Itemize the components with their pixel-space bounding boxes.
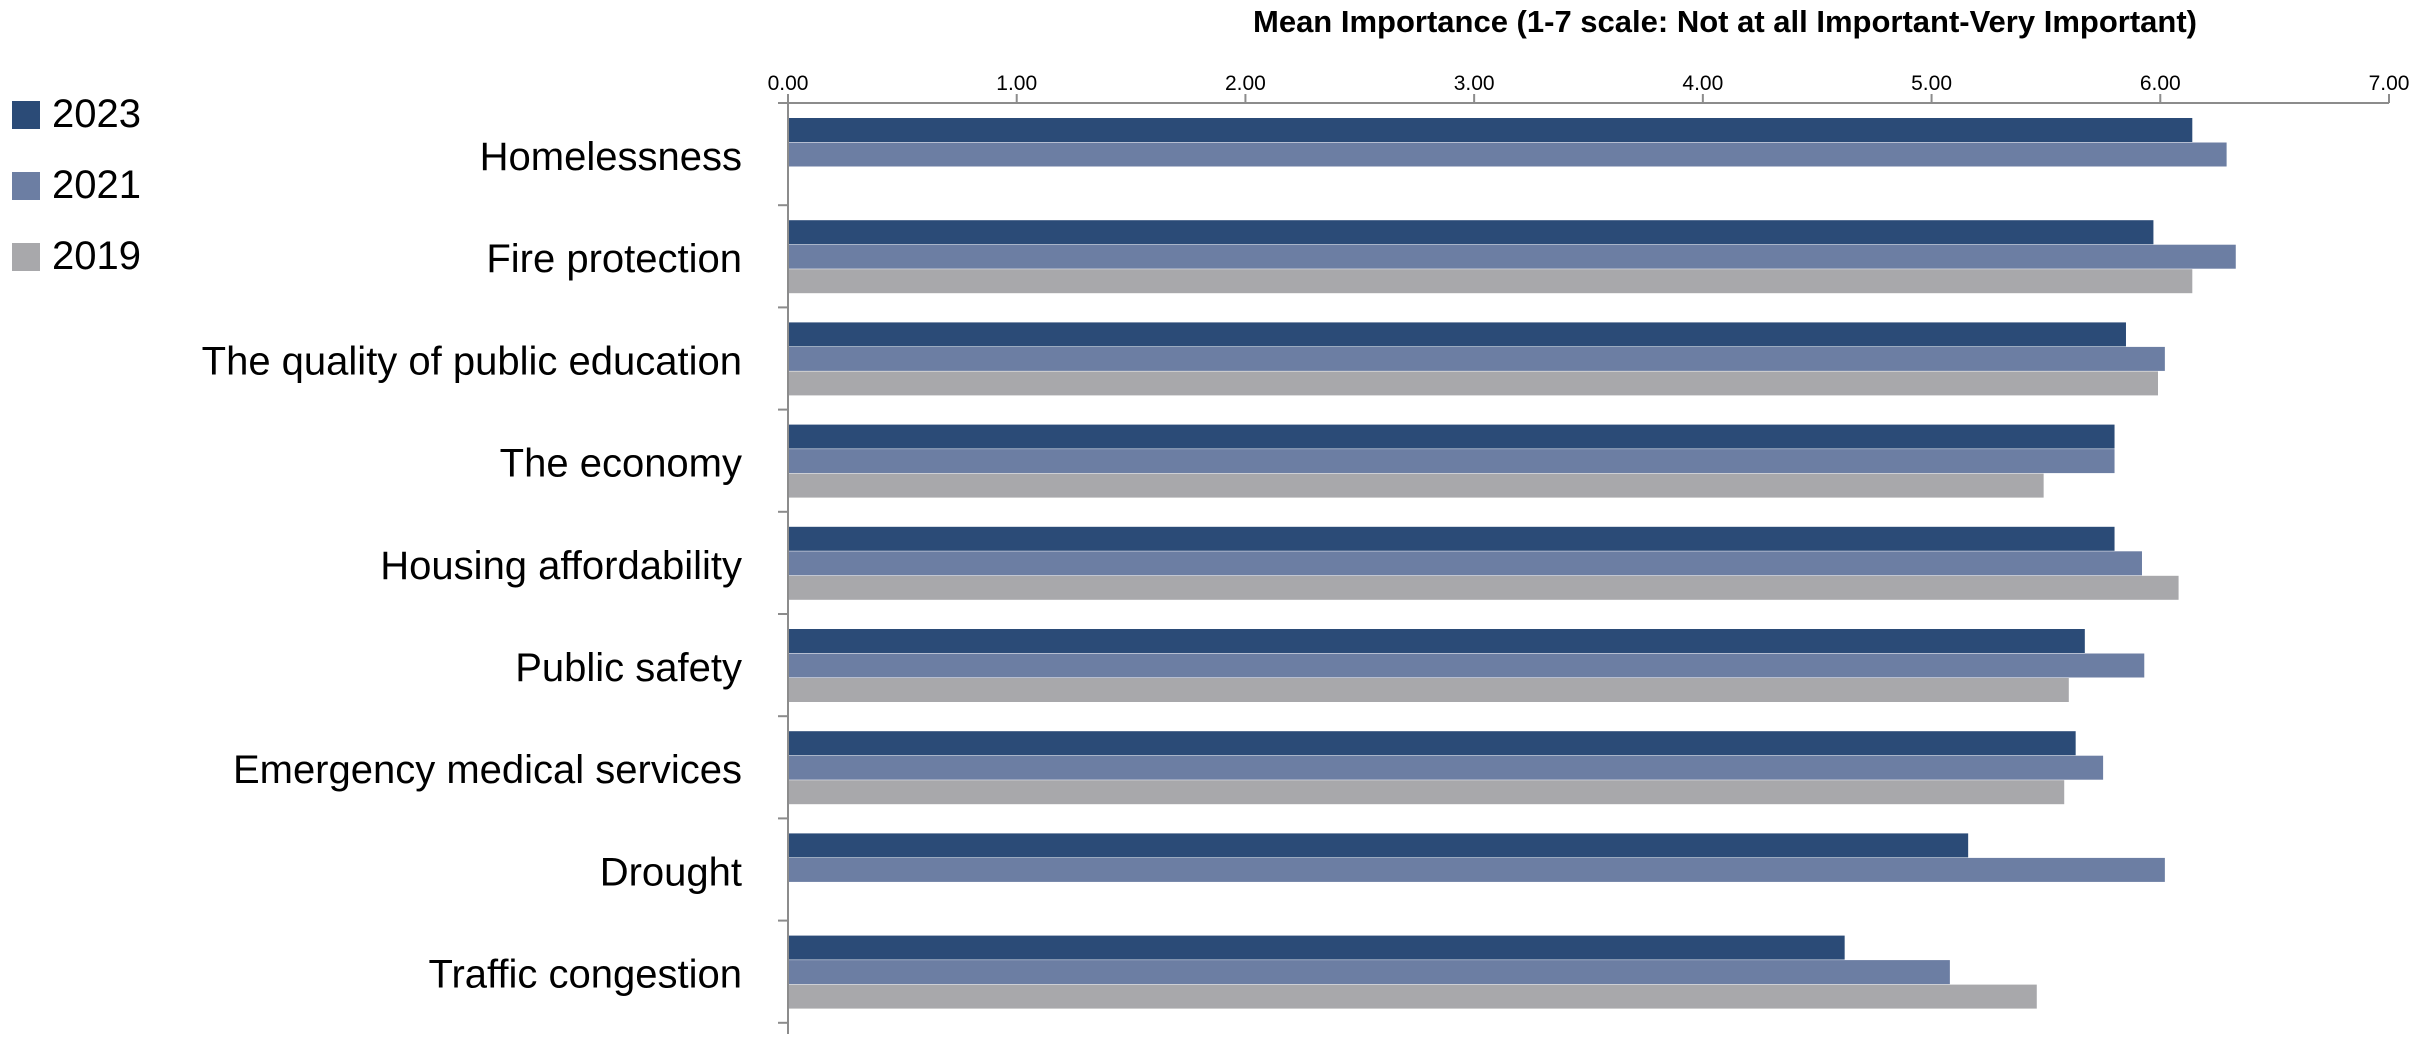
bar-2019 <box>789 575 2179 600</box>
x-tick-label: 0.00 <box>768 72 809 95</box>
category-label: Drought <box>600 850 742 894</box>
category-label: The economy <box>500 442 742 486</box>
bar-2023 <box>789 526 2115 551</box>
category-label: Public safety <box>515 646 742 690</box>
bar-2021 <box>789 960 1950 985</box>
x-tick-label: 4.00 <box>1682 72 1723 95</box>
bar-2019 <box>789 984 2037 1009</box>
y-axis: Homelessness Fire protection The quality o… <box>202 102 789 1034</box>
x-tick-label: 2.00 <box>1225 72 1266 95</box>
bar-2023 <box>789 118 2193 142</box>
bar-2021 <box>789 857 2165 882</box>
bars <box>789 118 2236 1009</box>
legend-swatch <box>12 243 40 271</box>
legend-swatch <box>12 101 40 129</box>
legend-label: 2021 <box>52 163 141 207</box>
x-tick-label: 3.00 <box>1454 72 1495 95</box>
legend-label: 2023 <box>52 92 141 136</box>
bar-2019 <box>789 371 2158 396</box>
category-label: Traffic congestion <box>429 953 743 997</box>
bar-2019 <box>789 269 2193 294</box>
bar-2023 <box>789 424 2115 449</box>
x-tick-label: 7.00 <box>2369 72 2410 95</box>
x-axis-title: Mean Importance (1-7 scale: Not at all I… <box>1253 4 2197 39</box>
x-tick-label: 5.00 <box>1911 72 1952 95</box>
x-tick-label: 6.00 <box>2140 72 2181 95</box>
bar-2023 <box>789 322 2126 347</box>
x-axis: 0.00 1.00 2.00 3.00 4.00 5.00 6.00 7.00 <box>768 72 2410 104</box>
bar-2023 <box>789 833 1969 858</box>
bar-2023 <box>789 220 2154 245</box>
legend-swatch <box>12 172 40 200</box>
category-label: Emergency medical services <box>233 748 742 792</box>
legend: 2023 2021 2019 <box>12 92 141 278</box>
category-label: Homelessness <box>480 135 742 179</box>
bar-2023 <box>789 935 1845 960</box>
bar-2021 <box>789 755 2104 780</box>
category-label: Fire protection <box>486 237 742 281</box>
bar-2021 <box>789 346 2165 371</box>
bar-2021 <box>789 551 2142 576</box>
bar-2023 <box>789 629 2085 653</box>
bar-2019 <box>789 473 2044 498</box>
bar-2021 <box>789 142 2227 167</box>
x-tick-label: 1.00 <box>996 72 1037 95</box>
bar-2023 <box>789 731 2076 756</box>
category-label: The quality of public education <box>202 339 742 383</box>
bar-2021 <box>789 244 2236 269</box>
category-label: Housing affordability <box>380 544 742 588</box>
bar-2021 <box>789 449 2115 474</box>
bar-2019 <box>789 780 2065 805</box>
bar-2019 <box>789 678 2069 702</box>
bar-2021 <box>789 653 2145 678</box>
legend-label: 2019 <box>52 234 141 278</box>
